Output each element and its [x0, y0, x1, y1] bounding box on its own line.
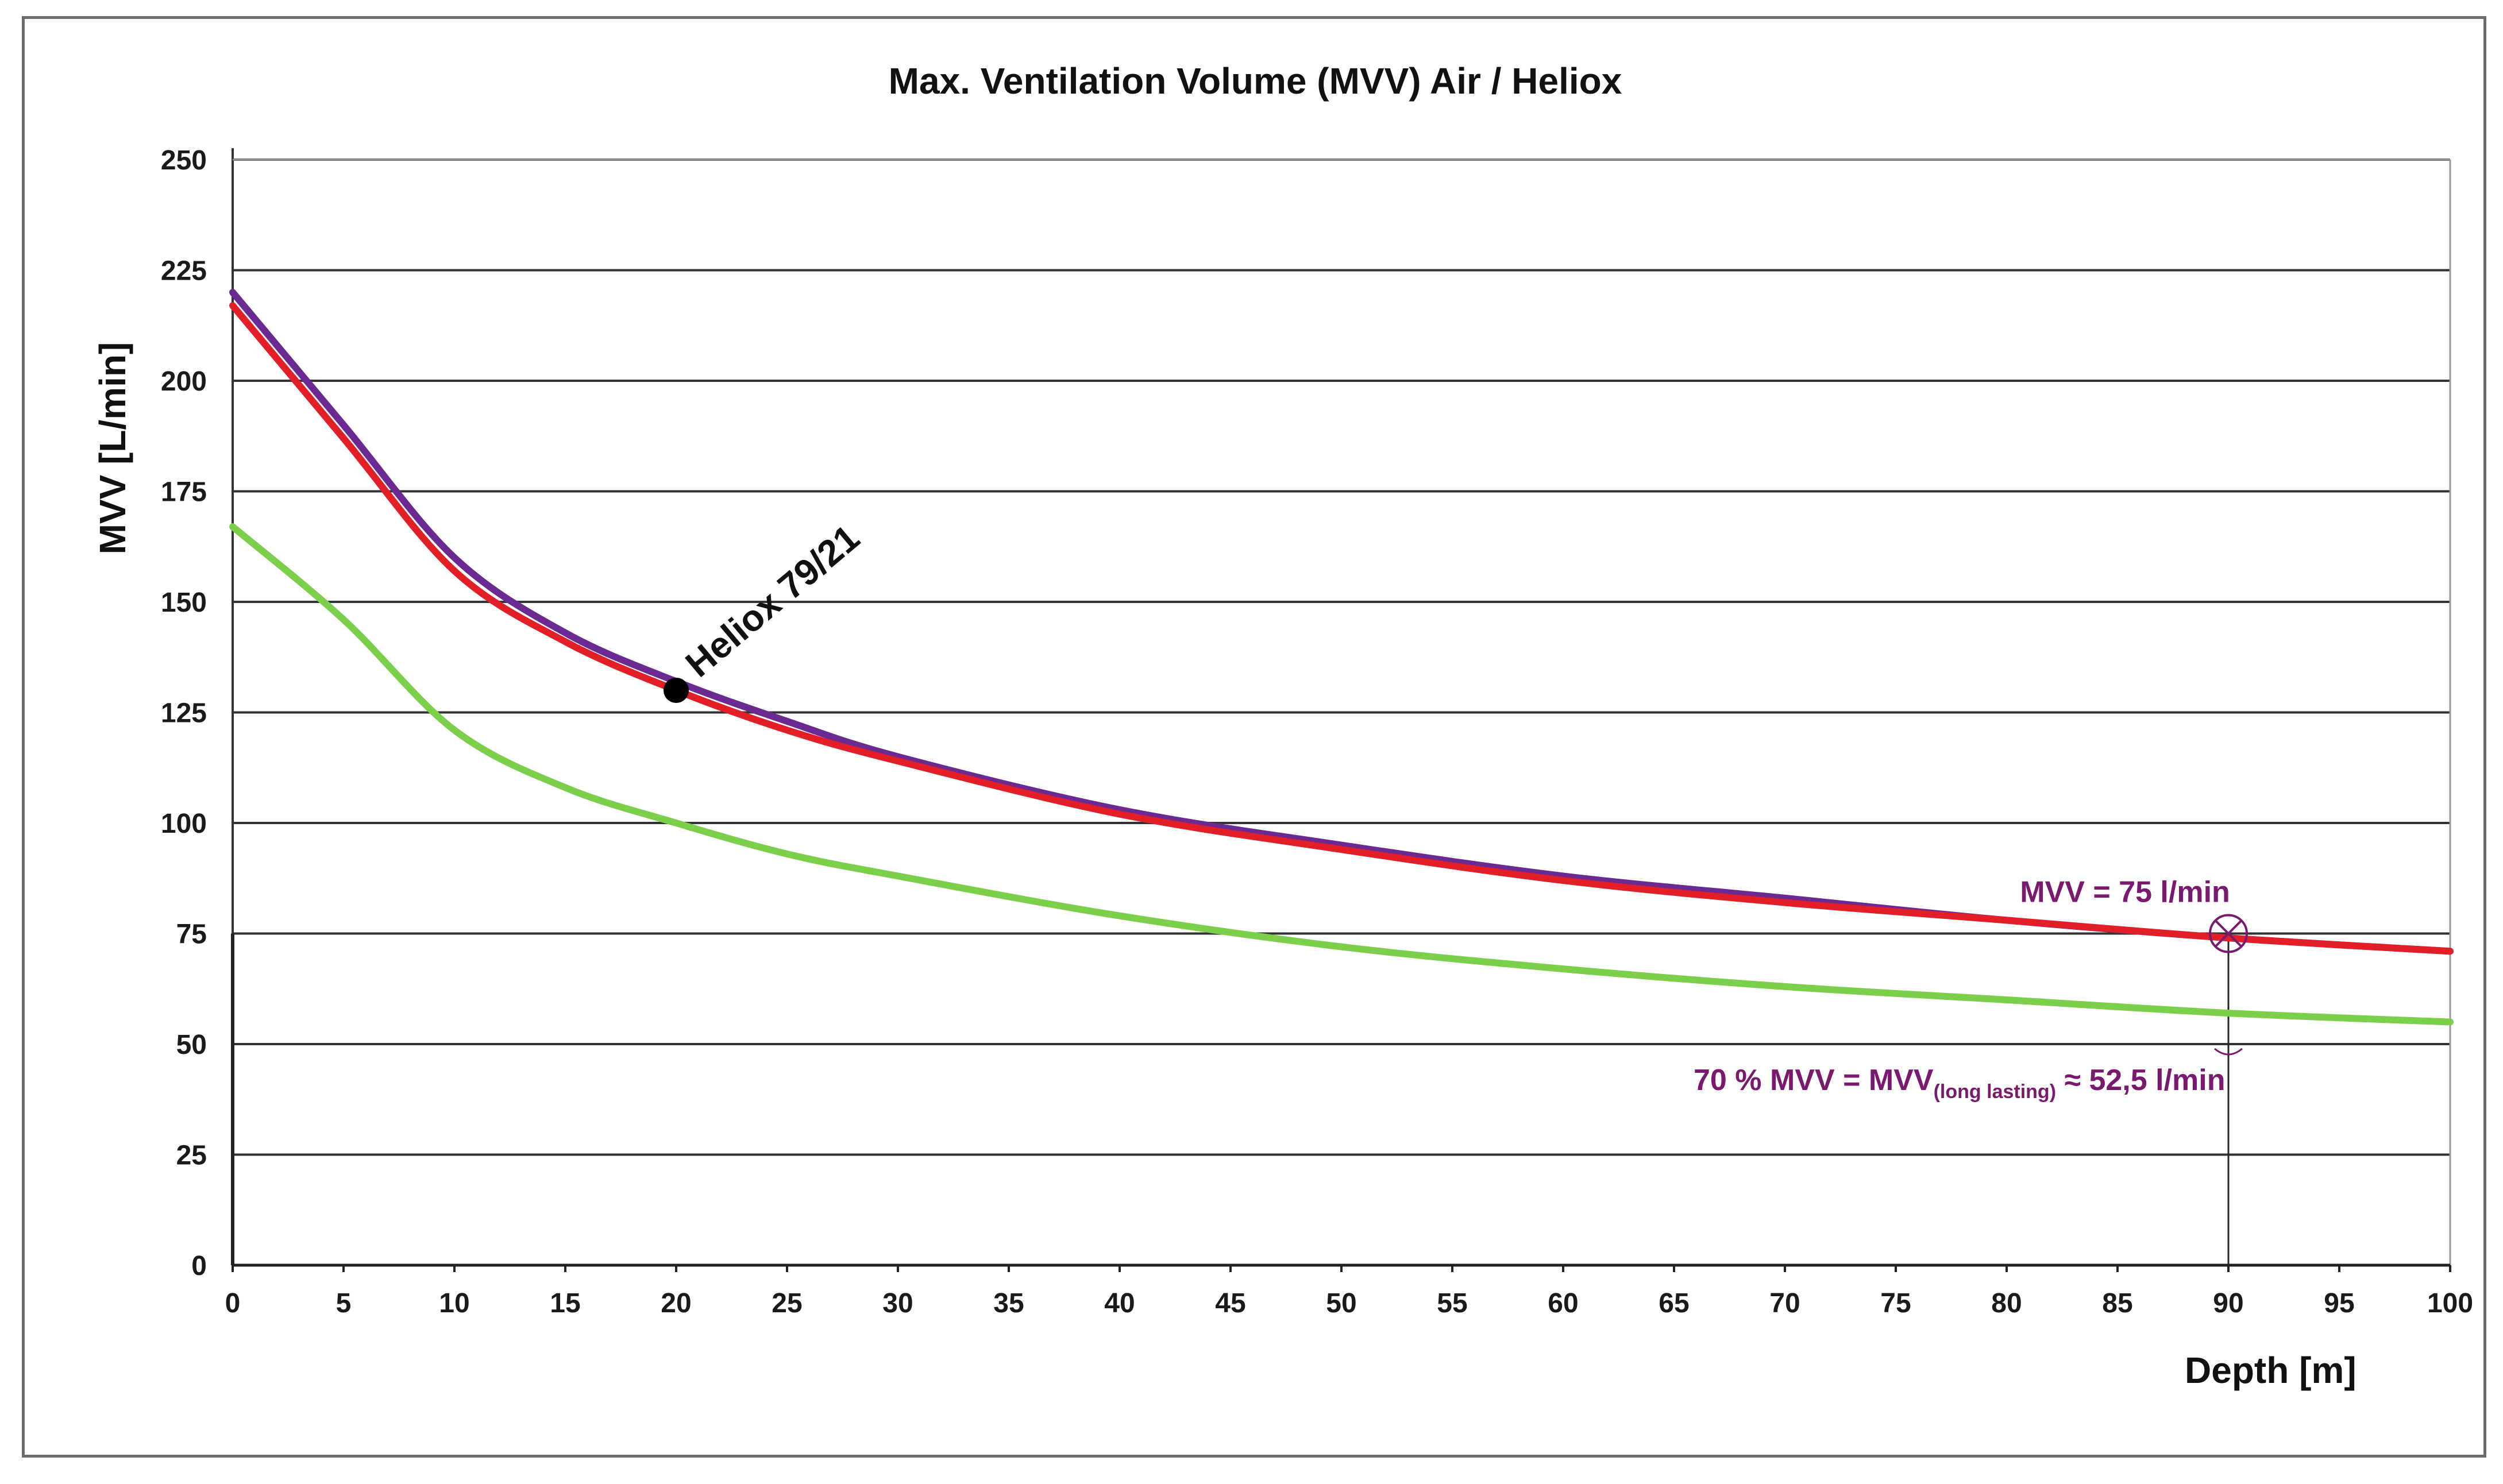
x-tick-label-45: 45 — [1215, 1288, 1245, 1319]
x-tick-label-30: 30 — [882, 1288, 913, 1319]
x-tick-label-70: 70 — [1769, 1288, 1800, 1319]
axes-layer — [231, 148, 2451, 1272]
x-tick-label-10: 10 — [439, 1288, 469, 1319]
x-tick-label-80: 80 — [1991, 1288, 2022, 1319]
x-tick-label-90: 90 — [2213, 1288, 2243, 1319]
y-tick-label-50: 50 — [176, 1030, 207, 1060]
y-tick-label-150: 150 — [161, 588, 207, 618]
heliox-point-marker — [664, 678, 689, 703]
series-line-2 — [229, 523, 2454, 1026]
chart-svg: Max. Ventilation Volume (MVV) Air / Heli… — [92, 60, 2473, 1391]
x-tick-label-55: 55 — [1437, 1288, 1467, 1319]
y-tick-label-100: 100 — [161, 809, 207, 839]
x-axis-label: Depth [m] — [2185, 1350, 2357, 1391]
y-tick-label-25: 25 — [176, 1141, 207, 1171]
x-tick-label-100: 100 — [2427, 1288, 2473, 1319]
x-tick-labels: 0 5 10 15 20 25 30 35 40 45 50 55 60 65 70 75 80 85 90 95 10… — [225, 1288, 2473, 1319]
chart-title: Max. Ventilation Volume (MVV) Air / Heli… — [889, 60, 1622, 102]
y-tick-label-0: 0 — [191, 1251, 207, 1281]
x-tick-label-60: 60 — [1548, 1288, 1578, 1319]
y-tick-label-200: 200 — [161, 366, 207, 397]
x-tick-label-75: 75 — [1880, 1288, 1911, 1319]
y-tick-label-125: 125 — [161, 698, 207, 729]
mvv-long-lasting-marker — [2214, 1048, 2243, 1056]
y-tick-label-175: 175 — [161, 477, 207, 508]
mvv-75-marker-circle — [2209, 914, 2248, 953]
mvv-75-marker-cross-b — [2215, 920, 2242, 947]
y-tick-label-225: 225 — [161, 256, 207, 287]
x-tick-label-15: 15 — [550, 1288, 580, 1319]
chart-frame: Max. Ventilation Volume (MVV) Air / Heli… — [22, 16, 2486, 1458]
x-tick-label-95: 95 — [2324, 1288, 2354, 1319]
y-tick-label-250: 250 — [161, 145, 207, 176]
x-tick-label-25: 25 — [772, 1288, 802, 1319]
y-tick-labels: 0 25 50 75 100 125 150 175 200 225 250 — [161, 145, 207, 1281]
grid-layer — [233, 159, 2450, 1266]
mvv-75-label: MVV = 75 l/min — [2020, 876, 2230, 909]
x-tick-label-85: 85 — [2102, 1288, 2132, 1319]
y-tick-label-75: 75 — [176, 919, 207, 950]
x-tick-label-65: 65 — [1659, 1288, 1689, 1319]
mvv-long-lasting-label: 70 % MVV = MVV(long lasting) ≈ 52,5 l/mi… — [1694, 1064, 2225, 1103]
x-tick-label-35: 35 — [993, 1288, 1024, 1319]
series-line-1 — [229, 302, 2454, 955]
y-axis-label: MVV [L/min] — [92, 342, 133, 555]
x-tick-label-5: 5 — [336, 1288, 352, 1319]
x-tick-label-0: 0 — [225, 1288, 241, 1319]
x-tick-label-20: 20 — [661, 1288, 691, 1319]
x-tick-label-50: 50 — [1326, 1288, 1356, 1319]
series-layer — [229, 289, 2454, 1026]
x-tick-label-40: 40 — [1104, 1288, 1135, 1319]
